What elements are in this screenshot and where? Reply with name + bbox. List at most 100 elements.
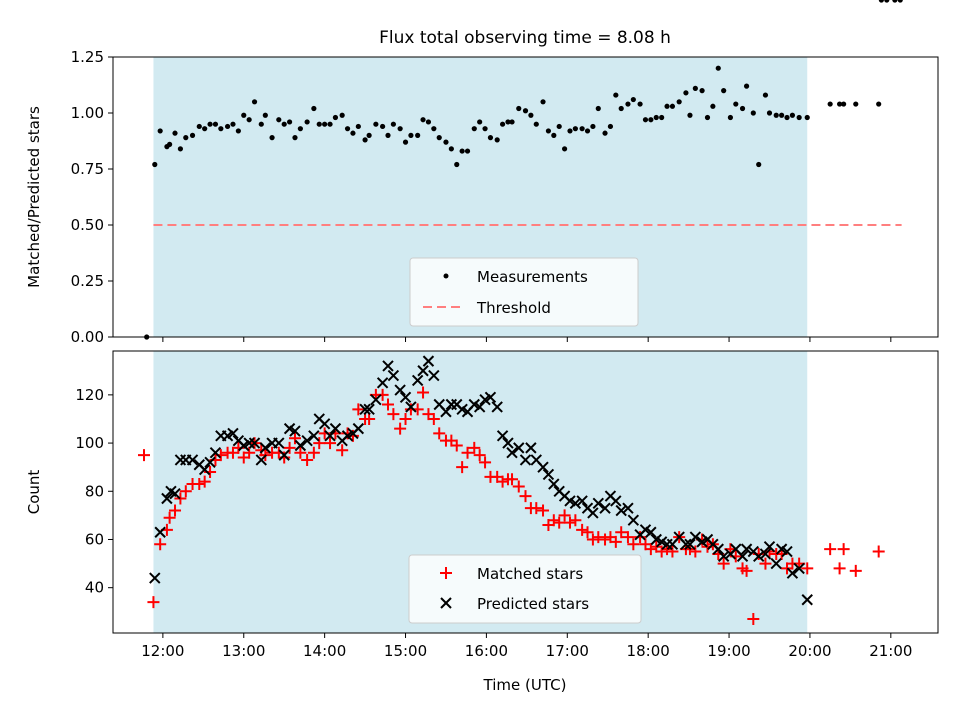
- matched-point: [169, 504, 182, 517]
- matched-points: [138, 386, 885, 626]
- predicted-point: [204, 456, 216, 469]
- measurement-point: [743, 83, 750, 89]
- count-x-ticks: 12:00 13:00 14:00 15:00 16:00 17:00 18:00 19:00…: [141, 633, 912, 660]
- ratio-legend: Measurements Threshold: [409, 257, 639, 327]
- legend-matched-marker: [440, 567, 452, 579]
- predicted-point: [308, 430, 320, 442]
- matched-point: [363, 412, 376, 425]
- measurement-point: [390, 121, 396, 127]
- measurement-point: [779, 112, 785, 118]
- matched-point: [376, 388, 389, 401]
- measurement-point: [431, 126, 437, 132]
- predicted-point: [198, 463, 211, 476]
- measurement-point: [177, 146, 184, 152]
- predicted-point: [411, 374, 424, 387]
- measurement-point: [630, 96, 636, 103]
- x-tick-label-0: 12:00: [141, 642, 184, 660]
- measurement-point: [853, 101, 859, 107]
- measurement-point: [618, 105, 624, 112]
- y-tick-label-5: 1.25: [71, 48, 104, 66]
- x-tick-label-1: 13:00: [222, 642, 265, 660]
- measurement-point: [897, 0, 903, 3]
- measurement-point: [687, 112, 693, 118]
- matched-point: [759, 557, 772, 570]
- matched-point: [592, 531, 605, 544]
- measurement-point: [246, 117, 252, 123]
- predicted-point: [440, 406, 452, 418]
- matched-point: [198, 475, 211, 488]
- measurement-point: [766, 110, 773, 116]
- measurement-point: [262, 112, 268, 118]
- predicted-point: [484, 391, 497, 403]
- legend-threshold-label: Threshold: [476, 299, 551, 317]
- predicted-point: [793, 562, 805, 575]
- matched-point: [456, 461, 469, 474]
- measurement-point: [653, 114, 659, 121]
- matched-point: [563, 516, 576, 529]
- predicted-point: [576, 495, 588, 507]
- x-tick-label-7: 19:00: [707, 642, 750, 660]
- measurement-point: [183, 135, 189, 141]
- ratio-legend-box: [409, 257, 639, 327]
- predicted-point: [352, 422, 365, 435]
- predicted-point: [680, 538, 692, 551]
- measurement-point: [637, 101, 643, 107]
- measurement-point: [477, 119, 483, 125]
- measurement-point: [380, 123, 386, 130]
- ratio-panel-frame: [112, 56, 939, 338]
- measurement-point: [540, 99, 546, 105]
- predicted-point: [301, 434, 313, 447]
- legend-predicted-marker: [440, 597, 452, 609]
- measurement-point: [332, 114, 339, 121]
- legend-predicted-label: Predicted stars: [477, 595, 589, 613]
- measurement-point: [316, 121, 322, 127]
- predicted-point: [387, 369, 400, 382]
- matched-point: [537, 504, 550, 517]
- measurement-point: [739, 105, 746, 112]
- measurement-point: [276, 117, 282, 123]
- measurement-point: [448, 146, 454, 152]
- measurement-point: [172, 130, 178, 136]
- measurement-point: [152, 161, 158, 168]
- predicted-point: [376, 377, 389, 389]
- predicted-point: [753, 550, 765, 563]
- predicted-point: [473, 401, 486, 413]
- y-tick-label-3: 100: [75, 434, 104, 452]
- predicted-point: [273, 437, 285, 449]
- predicted-point: [801, 594, 813, 606]
- predicted-point: [569, 497, 582, 510]
- measurement-point: [167, 141, 173, 147]
- matched-point: [450, 439, 463, 452]
- measurement-point: [311, 105, 317, 112]
- ratio-x-ticks: [162, 337, 892, 342]
- measurement-point: [827, 101, 833, 107]
- matched-point: [496, 475, 509, 488]
- matched-point: [849, 564, 862, 577]
- measurement-point: [715, 65, 721, 71]
- matched-point: [569, 514, 582, 527]
- y-tick-label-3: 0.75: [71, 160, 104, 178]
- measurement-point: [230, 121, 236, 127]
- matched-point: [147, 596, 160, 609]
- predicted-point: [525, 442, 537, 454]
- predicted-point: [622, 502, 634, 514]
- predicted-point: [363, 403, 375, 416]
- measurement-point: [567, 128, 573, 134]
- matched-point: [479, 456, 492, 469]
- measurement-point: [471, 126, 477, 132]
- measurement-point: [796, 114, 802, 121]
- x-tick-label-5: 17:00: [546, 642, 589, 660]
- measurement-point: [878, 0, 884, 3]
- measurement-point: [727, 114, 734, 121]
- measurement-point: [373, 121, 379, 127]
- predicted-point: [781, 545, 793, 558]
- predicted-point: [161, 492, 173, 505]
- predicted-point: [548, 478, 560, 490]
- measurement-point: [551, 132, 557, 138]
- measurement-point: [482, 126, 488, 132]
- measurement-point: [408, 132, 414, 138]
- measurement-point: [366, 132, 372, 138]
- matched-point: [433, 427, 446, 440]
- measurement-point: [642, 117, 649, 123]
- measurement-point: [876, 101, 882, 107]
